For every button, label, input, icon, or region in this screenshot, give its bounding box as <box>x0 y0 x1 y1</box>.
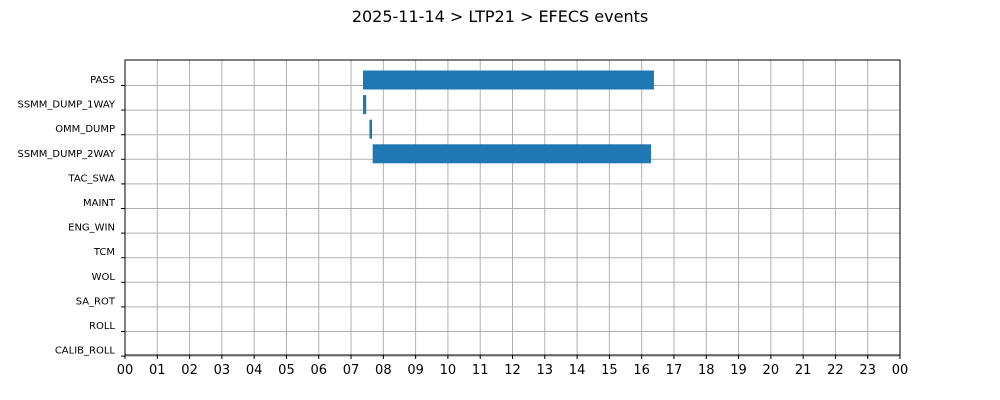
x-axis: 00 01 02 03 04 05 06 07 08 09 10 11 12 13 14 15 16 17 18 19… <box>117 355 909 378</box>
x-tick-label: 10 <box>440 363 457 378</box>
x-tick-label: 18 <box>698 363 715 378</box>
x-tick-label: 22 <box>827 363 844 378</box>
y-tick-label: MAINT <box>83 198 116 209</box>
y-tick-label: SSMM_DUMP_1WAY <box>17 100 115 111</box>
grid <box>124 60 901 357</box>
event-bar <box>362 70 654 90</box>
y-tick-label: TCM <box>93 247 115 258</box>
x-tick-label: 03 <box>214 363 231 378</box>
x-tick-label: 07 <box>343 363 360 378</box>
y-tick-label: WOL <box>92 272 116 283</box>
y-tick-label: SA_ROT <box>76 296 116 307</box>
y-tick-label: SSMM_DUMP_2WAY <box>17 149 115 160</box>
x-tick-label: 16 <box>633 363 650 378</box>
x-tick-label: 20 <box>763 363 780 378</box>
event-bar <box>362 95 367 115</box>
x-tick-label: 00 <box>892 363 909 378</box>
x-tick-label: 13 <box>537 363 554 378</box>
x-tick-label: 21 <box>795 363 812 378</box>
x-tick-label: 08 <box>375 363 392 378</box>
y-tick-label: ENG_WIN <box>68 223 115 234</box>
x-tick-label: 06 <box>310 363 327 378</box>
y-tick-label: OMM_DUMP <box>55 124 115 135</box>
x-tick-label: 02 <box>181 363 198 378</box>
x-tick-label: 19 <box>730 363 747 378</box>
x-tick-label: 04 <box>246 363 263 378</box>
x-tick-label: 15 <box>601 363 618 378</box>
y-tick-label: ROLL <box>89 321 115 332</box>
x-tick-label: 00 <box>117 363 134 378</box>
y-tick-label: CALIB_ROLL <box>55 346 116 357</box>
event-bars <box>362 70 654 164</box>
x-tick-label: 12 <box>504 363 521 378</box>
x-tick-label: 01 <box>149 363 166 378</box>
x-tick-label: 17 <box>666 363 683 378</box>
x-tick-label: 09 <box>407 363 424 378</box>
x-tick-label: 23 <box>859 363 876 378</box>
y-tick-label: PASS <box>90 75 115 86</box>
event-bar <box>372 144 652 164</box>
y-tick-label: TAC_SWA <box>67 173 115 184</box>
y-axis: PASS SSMM_DUMP_1WAY OMM_DUMP SSMM_DUMP_2WAY… <box>17 75 125 357</box>
x-tick-label: 14 <box>569 363 586 378</box>
chart-title: 2025-11-14 > LTP21 > EFECS events <box>352 7 648 26</box>
event-bar <box>369 119 373 139</box>
x-tick-label: 05 <box>278 363 295 378</box>
x-tick-label: 11 <box>472 363 489 378</box>
